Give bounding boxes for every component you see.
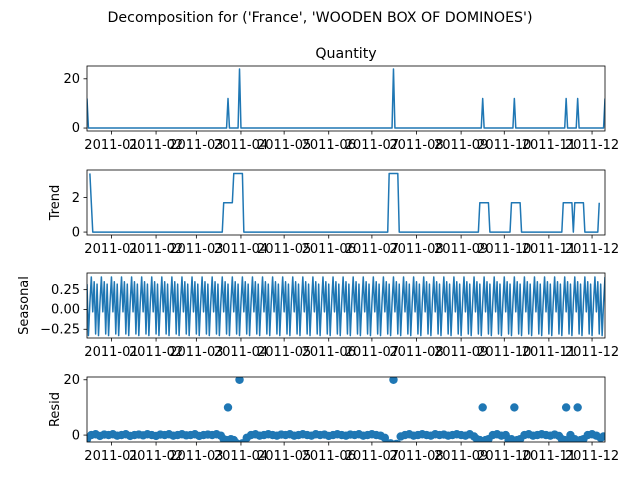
quantity-x-tick-label: 2011-12 [565, 138, 619, 153]
quantity-x-tick-label: 2011-05 [257, 138, 311, 153]
resid-x-tick-label: 2011-06 [302, 449, 356, 464]
resid-y-axis-label: Resid [48, 392, 63, 427]
trend-x-tick-label: 2011-07 [345, 242, 399, 257]
resid-x-tick-label: 2011-07 [345, 449, 399, 464]
trend-y-axis-label: Trend [48, 185, 63, 222]
resid-x-tick-label: 2011-12 [565, 449, 619, 464]
resid-point [478, 403, 487, 412]
quantity-x-tick-label: 2011-06 [302, 138, 356, 153]
seasonal-x-tick-label: 2011-08 [389, 345, 443, 360]
panels: 0202011-012011-022011-032011-042011-0520… [17, 46, 619, 464]
seasonal-x-tick-label: 2011-10 [477, 345, 531, 360]
quantity-x-tick-label: 2011-01 [84, 138, 138, 153]
trend-x-tick-label: 2011-06 [302, 242, 356, 257]
quantity-panel-title: Quantity [315, 46, 376, 62]
resid-plot-area [87, 377, 605, 442]
seasonal-x-tick-label: 2011-02 [129, 345, 183, 360]
resid-point [389, 377, 398, 384]
resid-axes-frame [86, 376, 606, 443]
quantity-y-tick-label: 0 [72, 121, 80, 136]
resid-point [235, 377, 244, 384]
trend-x-tick-label: 2011-03 [169, 242, 223, 257]
resid-x-tick-label: 2011-10 [477, 449, 531, 464]
seasonal-x-tick-label: 2011-01 [84, 345, 138, 360]
seasonal-x-tick-label: 2011-11 [522, 345, 576, 360]
resid-x-tick-label: 2011-02 [129, 449, 183, 464]
resid-x-tick-label: 2011-01 [84, 449, 138, 464]
trend-x-tick-label: 2011-09 [434, 242, 488, 257]
resid-x-tick-label: 2011-04 [214, 449, 268, 464]
trend-x-tick-label: 2011-02 [129, 242, 183, 257]
resid-x-tick-label: 2011-11 [522, 449, 576, 464]
resid-x-tick-label: 2011-09 [434, 449, 488, 464]
resid-point [561, 403, 571, 412]
trend-x-tick-label: 2011-04 [214, 242, 268, 257]
trend-x-tick-label: 2011-11 [522, 242, 576, 257]
panel-resid: 0202011-012011-022011-032011-042011-0520… [48, 373, 619, 464]
quantity-plot-area [87, 68, 605, 129]
seasonal-x-tick-label: 2011-03 [169, 345, 223, 360]
trend-x-tick-label: 2011-01 [84, 242, 138, 257]
panel-seasonal: 0.250.00−0.252011-012011-022011-032011-0… [17, 272, 619, 360]
resid-point [573, 403, 582, 412]
resid-x-tick-label: 2011-08 [389, 449, 443, 464]
trend-plot-area [89, 172, 600, 233]
seasonal-axes-frame [86, 272, 606, 339]
seasonal-x-tick-label: 2011-07 [345, 345, 399, 360]
resid-x-tick-label: 2011-03 [169, 449, 223, 464]
trend-series-line [89, 172, 600, 233]
quantity-x-tick-label: 2011-10 [477, 138, 531, 153]
seasonal-x-tick-label: 2011-06 [302, 345, 356, 360]
seasonal-y-tick-label: 0.25 [51, 283, 80, 298]
resid-point [223, 403, 233, 412]
trend-x-tick-label: 2011-10 [477, 242, 531, 257]
seasonal-x-tick-label: 2011-12 [565, 345, 619, 360]
resid-point [510, 403, 519, 412]
seasonal-x-tick-label: 2011-05 [257, 345, 311, 360]
seasonal-y-axis-label: Seasonal [17, 276, 32, 335]
seasonal-x-tick-label: 2011-04 [214, 345, 268, 360]
trend-axes-frame [86, 169, 606, 236]
quantity-x-tick-label: 2011-07 [345, 138, 399, 153]
quantity-series-line [87, 68, 605, 129]
resid-point [394, 440, 402, 442]
quantity-x-tick-label: 2011-08 [389, 138, 443, 153]
quantity-x-tick-label: 2011-04 [214, 138, 268, 153]
trend-y-tick-label: 0 [72, 225, 80, 240]
trend-x-tick-label: 2011-08 [389, 242, 443, 257]
panel-trend: 022011-012011-022011-032011-042011-05201… [48, 169, 619, 257]
quantity-x-tick-label: 2011-02 [129, 138, 183, 153]
seasonal-x-tick-label: 2011-09 [434, 345, 488, 360]
figure-title: Decomposition for ('France', 'WOODEN BOX… [108, 10, 533, 26]
trend-x-tick-label: 2011-05 [257, 242, 311, 257]
quantity-x-tick-label: 2011-09 [434, 138, 488, 153]
resid-point [232, 439, 241, 442]
resid-point [386, 439, 395, 442]
quantity-y-tick-label: 20 [63, 72, 80, 87]
seasonal-plot-area [87, 276, 605, 337]
quantity-x-tick-label: 2011-11 [522, 138, 576, 153]
resid-x-tick-label: 2011-05 [257, 449, 311, 464]
seasonal-y-tick-label: 0.00 [51, 303, 80, 318]
resid-point [599, 432, 605, 441]
seasonal-y-tick-label: −0.25 [40, 322, 80, 337]
seasonal-series-line [87, 276, 605, 337]
quantity-axes-frame [86, 65, 606, 132]
trend-x-tick-label: 2011-12 [565, 242, 619, 257]
quantity-x-tick-label: 2011-03 [169, 138, 223, 153]
panel-quantity: 0202011-012011-022011-032011-042011-0520… [63, 46, 619, 153]
trend-y-tick-label: 2 [72, 191, 80, 206]
resid-y-tick-label: 20 [63, 373, 80, 388]
resid-y-tick-label: 0 [72, 428, 80, 443]
